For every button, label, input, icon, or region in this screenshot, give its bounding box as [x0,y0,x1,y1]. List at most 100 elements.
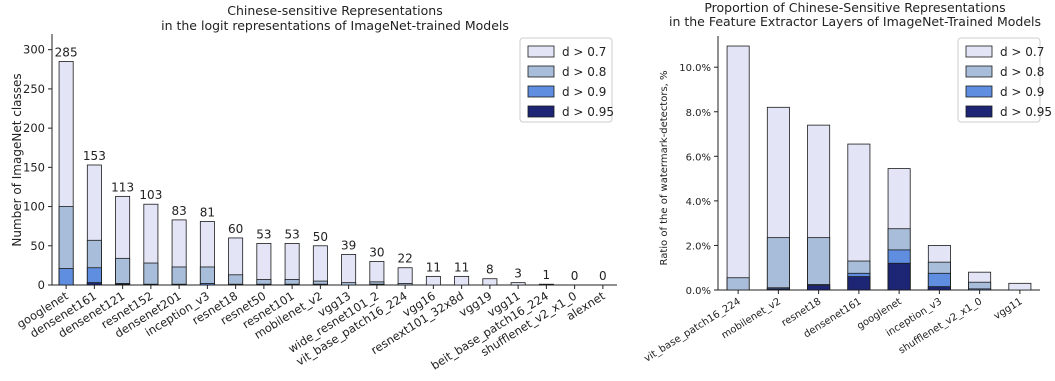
bar-d-09-resnet101 [284,283,300,286]
y-tick-label: 150 [23,160,45,174]
value-label-densenet201: 83 [171,204,186,218]
value-label-resnet152: 103 [139,188,162,202]
bar-d-08-resnet18 [228,274,244,286]
bar-d-09-resnet50 [256,283,272,286]
value-label-densenet121: 113 [111,180,134,194]
bar-d-095-densenet161 [86,282,102,286]
x-tick-label: vgg11 [992,296,1024,322]
legend-swatch-d-09 [527,85,555,98]
right-y-axis-label: Ratio of the of watermark-detectors, % [659,70,670,265]
bar-d-08-resnet152 [143,262,159,286]
legend-label-d-09: d > 0.9 [1000,85,1044,99]
bar-d-08-vit_base_patch16_224 [726,277,750,291]
y-tick-label: 300 [23,43,45,57]
bar-d-08-mobilenet_v2 [766,237,790,291]
value-label-resnet18: 60 [228,222,243,236]
y-tick-label: 2.0% [686,241,711,252]
bar-d-09-shufflenet_v2_x1_0 [968,288,992,291]
legend-box [519,37,613,123]
bar-d-09-densenet201 [171,283,187,286]
bar-d-09-resnet152 [143,283,159,286]
bar-d-08-inception_v3 [199,266,215,286]
right-chart-title-line2: in the Feature Extractor Layers of Image… [669,14,1041,29]
value-label-beit_base_patch16_224: 1 [543,268,551,282]
bar-d-07-vgg11 [1008,282,1032,291]
value-label-resnext101_32x8d: 11 [454,260,469,274]
left-chart-title-line1: Chinese-sensitive Representations [227,3,442,18]
value-label-alexnet: 0 [599,269,607,283]
value-label-densenet161: 153 [83,149,106,163]
bar-d-095-inception_v3 [927,286,951,291]
bar-d-095-densenet161 [847,276,871,291]
legend-swatch-d-095 [965,105,993,118]
bar-d-07-resnet50 [256,243,272,286]
value-label-vgg19: 8 [486,263,494,277]
legend-swatch-d-09 [965,85,993,98]
bar-d-09-mobilenet_v2 [312,283,328,286]
right-chart-title-line1: Proportion of Chinese-Sensitive Represen… [704,0,1005,15]
chart-left: Chinese-sensitive Representations in the… [10,3,617,373]
y-tick-label: 8.0% [686,108,711,119]
value-label-mobilenet_v2: 50 [313,230,328,244]
y-tick-label: 6.0% [686,152,711,163]
y-tick-label: 50 [30,239,45,253]
y-tick-label: 0 [38,278,45,292]
bar-d-07-vit_base_patch16_224 [397,267,413,286]
bar-d-07-vgg11 [510,282,526,286]
bar-d-07-resnet101 [284,243,300,286]
bar-d-095-mobilenet_v2 [766,288,790,291]
bar-d-09-resnet18 [228,283,244,286]
left-legend: d > 0.7 d > 0.8 d > 0.9 d > 0.95 [519,37,614,123]
legend-label-d-095: d > 0.95 [562,105,614,119]
bar-d-07-vit_base_patch16_224 [726,45,750,291]
bar-d-095-googlenet [887,262,911,291]
bar-d-07-beit_base_patch16_224 [538,283,554,286]
bar-d-07-mobilenet_v2 [312,245,328,286]
value-label-vgg11: 3 [514,267,522,281]
bar-d-09-inception_v3 [199,283,215,286]
legend-swatch-d-07 [527,45,555,58]
bar-d-09-googlenet [58,268,74,286]
value-label-inception_v3: 81 [200,205,215,219]
y-tick-label: 10.0% [679,63,711,74]
left-chart-title-line2: in the logit representations of ImageNet… [161,18,509,33]
legend-label-d-07: d > 0.7 [1000,45,1044,59]
chart-right: Proportion of Chinese-Sensitive Represen… [642,0,1052,365]
legend-swatch-d-095 [527,105,555,118]
value-label-resnet101: 53 [284,227,299,241]
legend-label-d-07: d > 0.7 [562,45,606,59]
legend-label-d-095: d > 0.95 [1000,105,1052,119]
legend-label-d-09: d > 0.9 [562,85,606,99]
bar-d-09-wide_resnet101_2 [369,283,385,286]
value-label-shufflenet_v2_x1_0: 0 [571,269,579,283]
legend-swatch-d-08 [965,65,993,78]
bar-d-07-vgg13 [341,254,357,286]
value-label-vgg13: 39 [341,238,356,252]
legend-swatch-d-08 [527,65,555,78]
left-y-axis-label: Number of ImageNet classes [10,73,24,246]
bar-d-08-vgg13 [341,282,357,286]
legend-label-d-08: d > 0.8 [1000,65,1044,79]
bar-d-08-resnet18 [807,237,831,291]
bar-d-07-vgg16 [425,275,441,286]
value-label-vit_base_patch16_224: 22 [397,252,412,266]
y-tick-label: 200 [23,121,45,135]
y-tick-label: 0.0% [686,286,711,297]
bar-d-095-densenet121 [115,283,131,286]
bar-d-095-resnet18 [807,285,831,291]
y-tick-label: 4.0% [686,197,711,208]
legend-label-d-08: d > 0.8 [562,65,606,79]
value-label-vgg16: 11 [426,260,441,274]
value-label-googlenet: 285 [55,45,78,59]
bar-d-07-resnext101_32x8d [454,275,470,286]
bar-d-08-vit_base_patch16_224 [397,283,413,286]
y-tick-label: 250 [23,82,45,96]
right-legend: d > 0.7 d > 0.8 d > 0.9 d > 0.95 [957,37,1052,123]
bar-d-08-densenet121 [115,257,131,286]
legend-box [957,37,1041,123]
value-label-resnet50: 53 [256,227,271,241]
y-tick-label: 100 [23,200,45,214]
legend-swatch-d-07 [965,45,993,58]
value-label-wide_resnet101_2: 30 [369,245,384,259]
